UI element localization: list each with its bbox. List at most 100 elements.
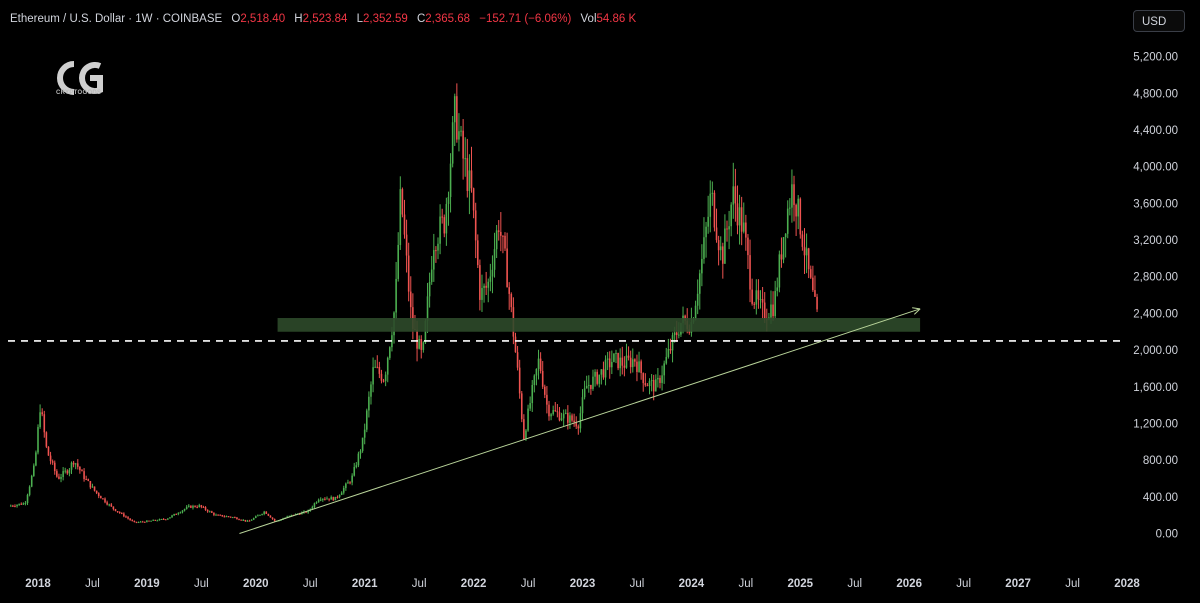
candle-body: [705, 226, 707, 238]
candle-body: [791, 184, 793, 208]
candle-body: [261, 513, 263, 515]
candle-body: [514, 336, 517, 353]
candle-body: [24, 503, 27, 505]
candle-body: [332, 497, 335, 501]
candle-body: [49, 455, 52, 462]
candle-body: [208, 511, 211, 513]
candle-body: [470, 170, 473, 189]
candle-body: [129, 518, 131, 521]
candle-body: [156, 520, 159, 522]
trendline-arrowhead: [913, 308, 921, 315]
candle-body: [797, 198, 800, 217]
candle-body: [171, 515, 173, 518]
candle-body: [395, 278, 397, 313]
candle-body: [541, 370, 544, 387]
candle-body: [799, 198, 802, 235]
candle-body: [596, 371, 598, 384]
candle-body: [255, 516, 257, 519]
candle-body: [257, 515, 259, 517]
candle-body: [745, 222, 747, 238]
candle-body: [558, 412, 561, 421]
candle-body: [504, 235, 506, 249]
candle-body: [560, 418, 563, 421]
time-tick-label: Jul: [738, 578, 753, 590]
candle-body: [449, 163, 452, 197]
time-tick-label: 2023: [570, 578, 596, 590]
candle-body: [604, 359, 607, 378]
candle-body: [397, 244, 400, 279]
candle-body: [443, 217, 446, 234]
candle-body: [724, 228, 726, 264]
candle-body: [814, 290, 816, 297]
candle-body: [70, 462, 73, 470]
candle-body: [169, 517, 171, 519]
time-axis[interactable]: 2018 Jul 2019 Jul 2020 Jul 2021 Jul 2022 Jul 2023 J…: [25, 578, 1140, 590]
candle-body: [173, 513, 175, 516]
candle-body: [594, 371, 596, 377]
candle-body: [523, 419, 525, 440]
candle-body: [146, 520, 148, 523]
candle-body: [433, 250, 435, 270]
candle-body: [225, 516, 228, 518]
high-label: H: [294, 13, 303, 25]
candle-body: [409, 291, 412, 308]
candle-body: [644, 383, 647, 386]
candle-body: [564, 412, 567, 414]
candle-body: [351, 475, 353, 483]
candle-body: [665, 356, 668, 364]
candle-body: [200, 505, 203, 507]
candle-body: [694, 305, 697, 320]
candle-body: [175, 513, 178, 515]
currency-button[interactable]: USD: [1133, 10, 1185, 32]
candle-body: [66, 470, 69, 474]
candle-body: [39, 412, 41, 428]
price-tick-label: 0.00: [1156, 529, 1178, 541]
candle-body: [627, 355, 630, 358]
candle-body: [464, 158, 467, 160]
price-axis[interactable]: 0.00 400.00 800.00 1,200.00 1,600.00 2,000.00…: [1133, 52, 1178, 541]
candle-body: [481, 287, 483, 300]
price-tick-label: 4,400.00: [1133, 125, 1178, 137]
candle-body: [575, 422, 578, 427]
candle-body: [485, 285, 487, 288]
candle-body: [757, 290, 760, 300]
candle-body: [642, 373, 645, 384]
candle-body: [120, 513, 123, 515]
candle-body: [131, 520, 134, 522]
candle-body: [535, 368, 538, 376]
candle-body: [81, 470, 83, 472]
candle-body: [110, 504, 113, 507]
candle-body: [460, 130, 462, 132]
candle-body: [451, 122, 454, 164]
candle-body: [374, 366, 376, 368]
candle-body: [763, 302, 766, 320]
candle-body: [709, 193, 712, 217]
candle-body: [701, 258, 703, 274]
candle-body: [497, 230, 500, 232]
candle-body: [598, 374, 601, 384]
candle-body: [315, 502, 318, 504]
candle-body: [717, 240, 720, 251]
candle-body: [317, 499, 320, 503]
candle-body: [803, 246, 806, 256]
candle-body: [659, 377, 661, 383]
candle-body: [772, 304, 774, 317]
candle-body: [112, 506, 115, 510]
time-tick-label: Jul: [85, 578, 100, 590]
candle-body: [661, 375, 663, 383]
candle-body: [456, 96, 458, 140]
low-value: 2,352.59: [362, 13, 408, 25]
candle-body: [204, 507, 207, 510]
candle-body: [613, 353, 615, 362]
candle-body: [761, 299, 764, 303]
candle-body: [118, 511, 121, 514]
candle-body: [728, 226, 730, 230]
candle-body: [755, 290, 758, 305]
candle-body: [223, 516, 226, 518]
cryptogods-logo-icon: [57, 61, 103, 95]
candle-body: [74, 463, 77, 465]
candle-body: [715, 227, 718, 241]
time-tick-label: 2028: [1114, 578, 1140, 590]
candle-body: [108, 504, 111, 506]
